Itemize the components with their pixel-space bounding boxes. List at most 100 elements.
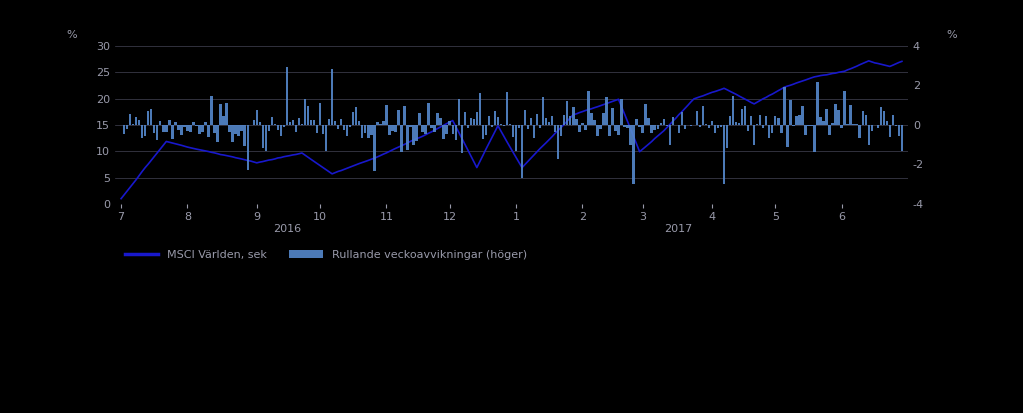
Bar <box>798 115 801 125</box>
Bar <box>816 82 818 125</box>
Text: 2017: 2017 <box>664 224 693 234</box>
Bar <box>711 121 713 125</box>
Bar <box>129 114 131 125</box>
Bar <box>886 121 888 125</box>
Bar <box>530 118 532 125</box>
Bar <box>696 111 698 125</box>
Bar <box>202 125 204 132</box>
Bar <box>889 125 891 138</box>
Bar <box>644 104 647 125</box>
Bar <box>394 125 397 132</box>
Bar <box>322 125 324 134</box>
Bar <box>774 116 776 125</box>
Bar <box>781 125 783 133</box>
Bar <box>843 90 846 125</box>
Bar <box>629 125 632 145</box>
Bar <box>147 111 149 125</box>
Bar <box>247 125 249 170</box>
Bar <box>431 125 433 128</box>
Bar <box>500 124 502 125</box>
Bar <box>723 125 725 184</box>
Bar <box>282 125 285 127</box>
Bar <box>765 116 767 125</box>
Bar <box>603 113 605 125</box>
Bar <box>126 125 128 129</box>
Bar <box>150 109 152 125</box>
Bar <box>171 125 174 139</box>
Bar <box>551 116 553 125</box>
Bar <box>584 125 586 131</box>
Bar <box>428 103 430 125</box>
Bar <box>883 112 885 125</box>
Bar <box>606 97 608 125</box>
Bar <box>316 125 318 133</box>
Bar <box>771 125 773 133</box>
Bar <box>822 121 825 125</box>
Bar <box>671 117 674 125</box>
Bar <box>566 101 569 125</box>
Bar <box>307 106 309 125</box>
Bar <box>298 118 300 125</box>
Bar <box>720 125 722 127</box>
Bar <box>599 125 602 129</box>
Bar <box>265 125 267 151</box>
Bar <box>545 118 547 125</box>
Bar <box>457 99 460 125</box>
Bar <box>343 125 346 130</box>
Bar <box>753 125 755 145</box>
Bar <box>666 125 668 126</box>
Bar <box>346 125 349 135</box>
Bar <box>855 124 858 125</box>
Bar <box>451 125 454 134</box>
Bar <box>262 125 264 148</box>
Bar <box>208 125 210 137</box>
Bar <box>832 123 834 125</box>
Bar <box>593 121 595 125</box>
Bar <box>485 125 487 135</box>
Bar <box>612 108 614 125</box>
Bar <box>470 118 472 125</box>
Bar <box>361 125 363 138</box>
Bar <box>448 121 451 125</box>
Bar <box>174 122 177 125</box>
Bar <box>858 125 861 138</box>
Bar <box>132 124 134 125</box>
Bar <box>460 125 463 153</box>
Bar <box>657 125 659 129</box>
Bar <box>880 107 882 125</box>
Bar <box>279 125 282 136</box>
Bar <box>135 117 137 125</box>
Bar <box>512 125 515 137</box>
Bar <box>234 125 237 133</box>
Bar <box>189 125 191 132</box>
Bar <box>895 125 897 126</box>
Bar <box>686 125 690 126</box>
Bar <box>186 125 188 131</box>
Bar <box>756 124 758 125</box>
Bar <box>690 125 693 126</box>
Bar <box>304 100 306 125</box>
Bar <box>328 119 330 125</box>
Bar <box>268 125 270 131</box>
Bar <box>237 125 239 136</box>
Bar <box>276 125 279 130</box>
Bar <box>160 121 162 125</box>
Bar <box>864 115 866 125</box>
Bar <box>819 117 821 125</box>
Bar <box>892 115 894 125</box>
Bar <box>198 125 201 134</box>
Bar <box>560 125 563 136</box>
Bar <box>364 125 366 133</box>
Bar <box>789 100 792 125</box>
Bar <box>807 125 809 126</box>
Bar <box>333 121 337 125</box>
Bar <box>617 125 620 135</box>
Bar <box>677 125 680 133</box>
Bar <box>505 92 508 125</box>
Bar <box>349 125 352 127</box>
Bar <box>301 123 303 125</box>
Bar <box>614 125 617 131</box>
Bar <box>434 125 436 133</box>
Bar <box>494 111 496 125</box>
Bar <box>626 125 629 128</box>
